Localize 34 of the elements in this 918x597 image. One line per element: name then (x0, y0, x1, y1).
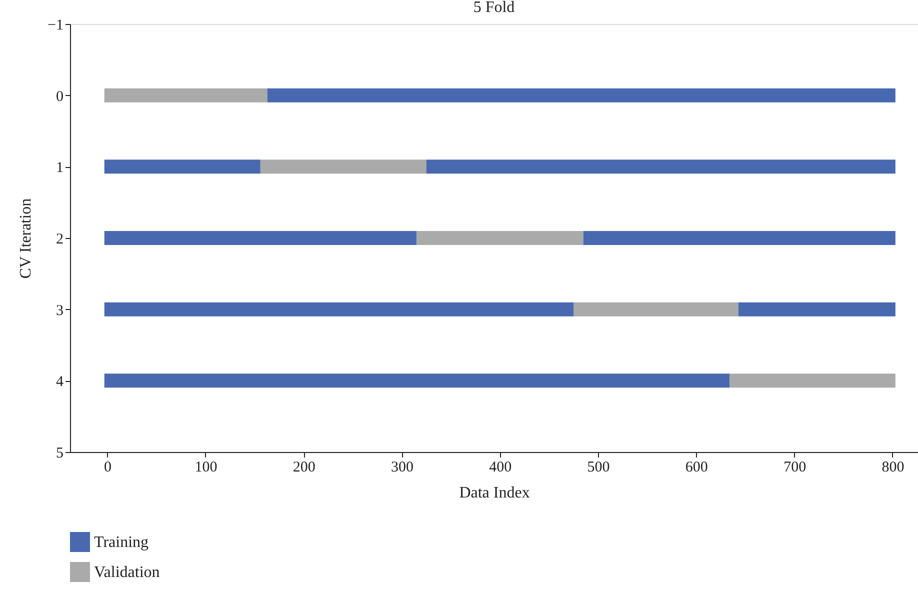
bar (738, 302, 896, 316)
x-tick-label: 600 (685, 460, 708, 476)
x-tick-label: 800 (882, 460, 904, 476)
x-tick-label: 100 (194, 460, 218, 476)
y-tick-label: 3 (56, 302, 64, 319)
x-tick-label: 500 (587, 460, 610, 476)
bar (730, 374, 896, 388)
y-tick-label: 1 (56, 160, 64, 176)
bar (104, 160, 260, 174)
chart-title: 5 Fold (473, 0, 515, 16)
x-tick-label: 300 (390, 460, 414, 476)
y-tick-label: −1 (48, 18, 64, 34)
x-tick-label: 400 (489, 460, 512, 476)
bar (104, 88, 268, 102)
x-tick-label: 700 (784, 460, 806, 476)
bar (104, 231, 416, 245)
bar (104, 302, 574, 316)
y-tick-label: 4 (56, 374, 64, 390)
legend-label: Validation (94, 564, 160, 581)
x-tick-label: 0 (104, 460, 112, 476)
bar (574, 302, 738, 316)
y-tick-label: 0 (56, 88, 64, 105)
bar (267, 88, 896, 102)
x-tick-label: 200 (292, 460, 316, 476)
bar (426, 160, 896, 174)
y-axis-title: CV Iteration (18, 198, 35, 279)
bar (260, 160, 426, 174)
bar (583, 231, 896, 245)
y-tick-label: 5 (56, 446, 64, 462)
x-axis-title: Data Index (459, 484, 530, 502)
y-tick-label: 2 (56, 232, 64, 248)
bar (416, 231, 584, 245)
legend-label: Training (94, 534, 149, 551)
bar (104, 374, 730, 388)
